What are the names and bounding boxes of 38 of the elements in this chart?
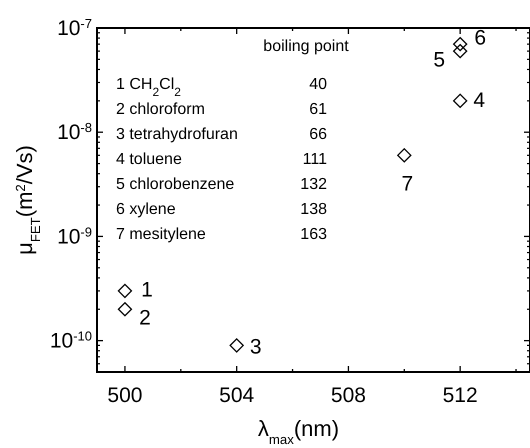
x-axis-title: λ$_{max}$(nm) xyxy=(258,416,340,446)
annotation: 61 xyxy=(309,101,328,118)
annotation: 40 xyxy=(309,76,328,93)
annotation: 6 xyxy=(474,26,486,50)
annotation: 2 xyxy=(139,306,151,330)
annotation: 1 xyxy=(141,278,153,302)
point xyxy=(453,44,468,58)
point xyxy=(453,36,468,52)
y-tick-label: 10$^{-9}$ xyxy=(57,224,92,248)
point xyxy=(118,284,132,298)
x-tick-label: 508 xyxy=(330,384,366,407)
annotation: 1 CH$_{2}$Cl$_{2}$ xyxy=(116,76,182,99)
y-tick-label: 10$^{-10}$ xyxy=(50,328,92,353)
y-tick-label: 10$^{-7}$ xyxy=(57,16,92,40)
annotation: 5 xyxy=(433,48,446,72)
annotation: 3 tetrahydrofuran xyxy=(116,126,238,143)
point xyxy=(453,94,468,108)
annotation: 3 xyxy=(250,336,262,359)
annotation: 111 xyxy=(302,151,328,168)
annotation: 4 toluene xyxy=(116,151,182,168)
annotation: 2 chloroform xyxy=(116,101,205,118)
point xyxy=(397,148,412,162)
annotation: 138 xyxy=(300,201,328,218)
point xyxy=(118,302,132,316)
annotation: 7 xyxy=(401,172,414,196)
x-tick-label: 500 xyxy=(107,384,142,407)
annotation: 7 mesitylene xyxy=(116,226,206,243)
x-tick-label: 512 xyxy=(442,384,478,407)
x-tick-label: 504 xyxy=(219,384,255,407)
point xyxy=(230,338,244,353)
annotation: 132 xyxy=(300,176,328,193)
annotation: 4 xyxy=(473,89,486,112)
annotation: 6 xylene xyxy=(116,201,176,218)
y-tick-label: 10$^{-8}$ xyxy=(57,120,92,144)
annotation: 163 xyxy=(300,226,328,243)
annotation: 66 xyxy=(309,126,328,143)
annotation: 5 chlorobenzene xyxy=(116,176,234,193)
annotation: boiling point xyxy=(263,38,350,55)
